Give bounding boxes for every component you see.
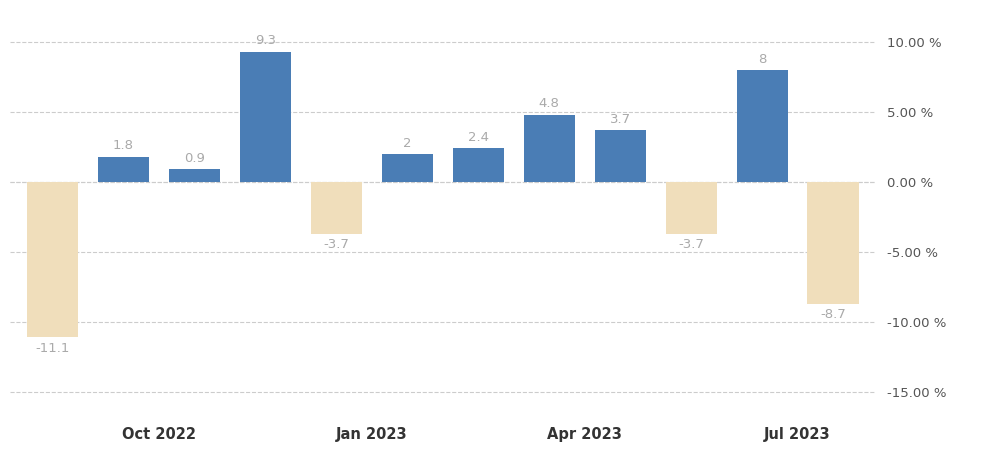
Bar — [665, 182, 716, 234]
Bar — [240, 51, 290, 182]
Bar — [807, 182, 858, 304]
Text: -3.7: -3.7 — [678, 238, 704, 251]
Bar — [169, 169, 220, 182]
Bar — [97, 157, 149, 182]
Bar — [382, 154, 432, 182]
Text: 3.7: 3.7 — [609, 113, 630, 126]
Bar — [736, 70, 787, 182]
Text: 4.8: 4.8 — [538, 97, 559, 111]
Bar — [452, 148, 503, 182]
Text: 9.3: 9.3 — [254, 34, 275, 47]
Text: 2.4: 2.4 — [467, 131, 488, 144]
Text: 2: 2 — [403, 137, 412, 150]
Bar — [310, 182, 362, 234]
Bar — [523, 115, 575, 182]
Bar — [27, 182, 78, 337]
Text: -3.7: -3.7 — [323, 238, 349, 251]
Text: -8.7: -8.7 — [819, 308, 845, 321]
Text: 8: 8 — [757, 53, 765, 66]
Text: -11.1: -11.1 — [36, 341, 70, 355]
Bar — [594, 130, 645, 182]
Text: 1.8: 1.8 — [113, 140, 134, 152]
Text: 0.9: 0.9 — [184, 152, 205, 165]
